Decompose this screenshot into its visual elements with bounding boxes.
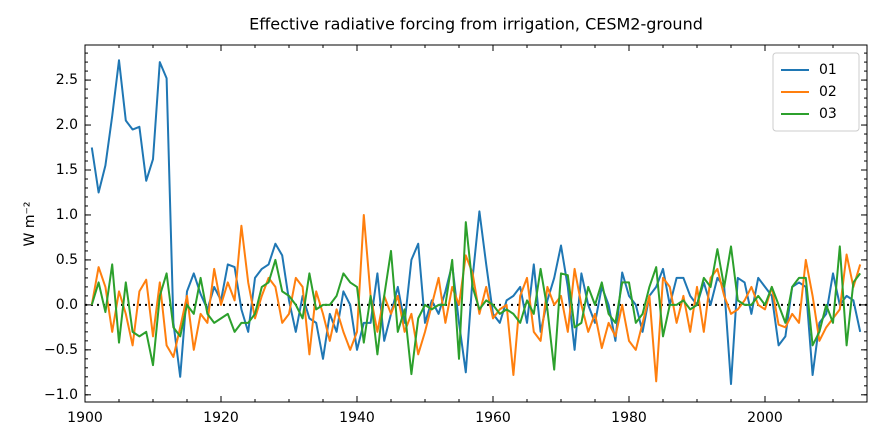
y-tick-label: 0.0 <box>56 297 78 313</box>
y-tick-label: 2.0 <box>56 117 78 133</box>
y-tick-label: −0.5 <box>44 342 78 358</box>
chart-title: Effective radiative forcing from irrigat… <box>249 15 703 34</box>
y-tick-label: 1.5 <box>56 162 78 178</box>
x-tick-label: 1920 <box>203 410 239 426</box>
x-tick-label: 1940 <box>339 410 375 426</box>
plot-frame <box>84 44 868 403</box>
y-tick-label: 2.5 <box>56 72 78 88</box>
x-tick-label: 1960 <box>475 410 511 426</box>
y-tick-label: −1.0 <box>44 387 78 403</box>
x-tick-label: 1980 <box>611 410 647 426</box>
y-tick-label: 1.0 <box>56 207 78 223</box>
x-tick-label: 1900 <box>67 410 103 426</box>
y-axis-label: W m⁻² <box>22 202 38 247</box>
data-line <box>90 59 862 386</box>
x-tick-label: 2000 <box>747 410 783 426</box>
legend-box <box>772 52 860 132</box>
y-tick-label: 0.5 <box>56 252 78 268</box>
legend-label: 03 <box>819 106 837 122</box>
legend-label: 02 <box>819 84 837 100</box>
data-line <box>90 213 862 383</box>
data-line <box>90 221 861 376</box>
legend-label: 01 <box>819 62 837 78</box>
legend: 01 02 03 <box>772 52 860 132</box>
